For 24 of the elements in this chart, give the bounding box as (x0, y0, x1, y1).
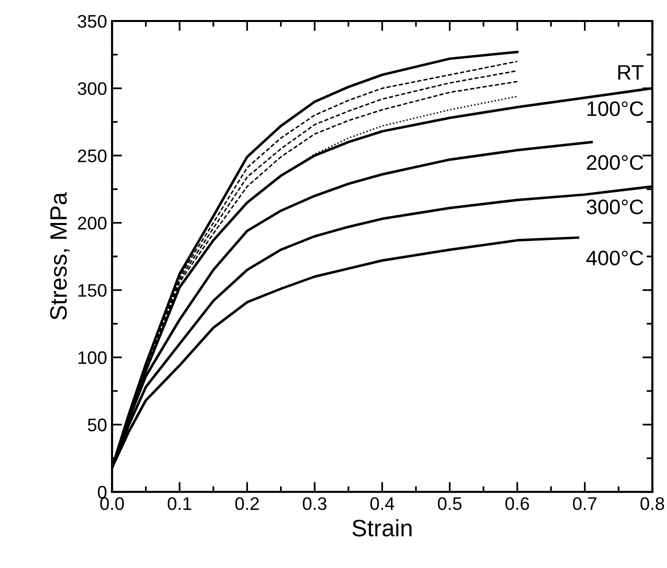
y-tick-label: 100 (78, 351, 106, 364)
legend-label: 300°C (586, 200, 644, 214)
legend-label: 400°C (586, 250, 644, 266)
y-tick-label: 200 (78, 216, 106, 230)
legend-label: 200°C (586, 155, 644, 170)
legend-label: RT (618, 65, 644, 80)
y-axis-title: Stress, MPa (50, 192, 70, 320)
x-tick-label: 0.4 (370, 497, 394, 510)
x-tick-label: 0.5 (438, 497, 462, 510)
x-tick-label: 0.3 (302, 497, 326, 510)
y-tick-label: 250 (78, 149, 106, 162)
y-tick-label: 50 (88, 418, 106, 432)
y-tick-label: 300 (78, 82, 106, 96)
x-tick-label: 0.0 (100, 497, 124, 510)
y-tick-label: 350 (78, 14, 106, 28)
x-axis-title: Strain (352, 519, 412, 536)
x-tick-label: 0.8 (640, 497, 664, 510)
x-tick-label: 0.1 (168, 497, 192, 510)
legend-label: 100°C (587, 101, 644, 116)
y-tick-label: 0 (98, 486, 106, 499)
x-tick-label: 0.7 (572, 497, 596, 510)
y-tick-label: 150 (78, 284, 106, 297)
x-tick-label: 0.6 (505, 497, 530, 510)
x-tick-label: 0.2 (235, 497, 259, 510)
